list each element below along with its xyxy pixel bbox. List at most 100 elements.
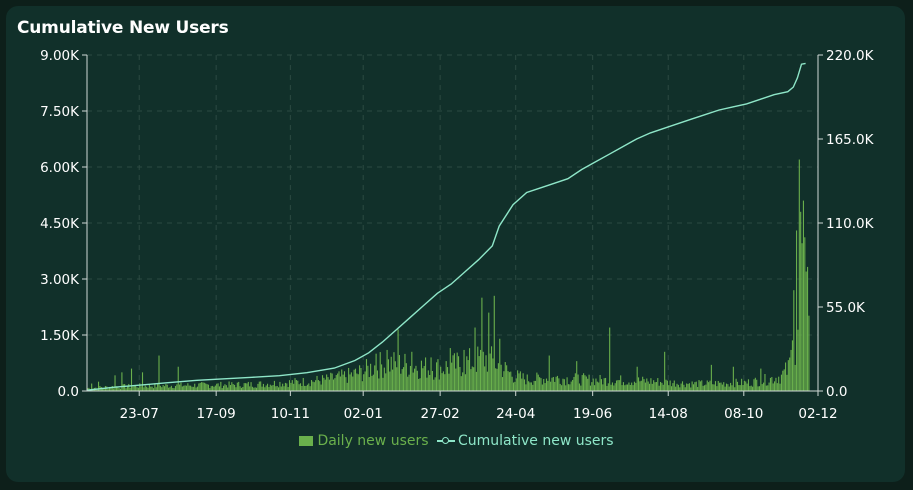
bar xyxy=(110,388,112,391)
bar xyxy=(728,386,730,391)
bar xyxy=(466,356,468,391)
bar xyxy=(370,363,372,391)
bar xyxy=(383,367,385,391)
bar xyxy=(786,374,788,391)
bar xyxy=(752,386,754,391)
bar xyxy=(499,338,501,391)
bar xyxy=(250,382,252,391)
legend-item-daily[interactable]: Daily new users xyxy=(299,433,429,449)
bar xyxy=(152,388,155,391)
bar xyxy=(256,387,258,391)
bar xyxy=(802,200,804,391)
bar xyxy=(225,385,227,391)
bar xyxy=(758,386,761,391)
bar xyxy=(126,386,128,391)
bar xyxy=(695,381,697,391)
x-tick-label: 27-02 xyxy=(421,406,460,422)
bar xyxy=(598,382,600,391)
bar xyxy=(743,380,745,391)
bar xyxy=(195,387,197,391)
bar xyxy=(565,385,567,391)
bar xyxy=(353,369,355,391)
bar xyxy=(651,383,653,391)
bar xyxy=(150,386,152,391)
legend-item-cumulative[interactable]: Cumulative new users xyxy=(436,433,614,449)
bar xyxy=(387,359,390,391)
bar xyxy=(430,357,432,391)
bar xyxy=(633,381,635,391)
bar xyxy=(425,357,427,391)
bar xyxy=(605,377,607,391)
bar xyxy=(690,387,692,391)
bar xyxy=(415,365,417,391)
bar xyxy=(328,379,330,391)
bar xyxy=(646,378,648,391)
legend-label-cumulative: Cumulative new users xyxy=(457,433,614,449)
bar xyxy=(401,369,403,391)
bar xyxy=(442,371,444,391)
bar xyxy=(385,373,387,391)
bar xyxy=(438,379,440,391)
bar xyxy=(647,381,649,391)
bar xyxy=(427,370,429,391)
bar xyxy=(301,386,303,391)
bar xyxy=(309,386,311,391)
bar xyxy=(761,384,763,391)
bar xyxy=(273,380,275,391)
bar xyxy=(295,380,297,391)
bar xyxy=(310,380,313,391)
bar xyxy=(657,378,659,391)
bar xyxy=(741,378,743,391)
bar xyxy=(140,386,142,391)
bar xyxy=(154,383,156,391)
bar xyxy=(159,385,161,391)
bar xyxy=(518,373,520,391)
bar xyxy=(168,387,170,391)
bar xyxy=(390,356,392,391)
bar xyxy=(457,356,460,391)
bar xyxy=(151,386,153,391)
bar xyxy=(631,382,633,391)
bar xyxy=(335,375,337,391)
bar xyxy=(207,384,210,391)
bar xyxy=(276,385,278,391)
bar xyxy=(177,366,179,391)
bar xyxy=(558,378,560,391)
bar xyxy=(376,370,379,391)
bar xyxy=(544,383,546,391)
bar xyxy=(339,376,341,391)
y-right-tick-label: 110.0K xyxy=(826,216,875,232)
bar xyxy=(479,349,482,391)
bar xyxy=(616,380,618,391)
bar xyxy=(724,386,726,391)
bar xyxy=(394,361,396,391)
bar xyxy=(422,368,424,391)
bar xyxy=(118,388,120,391)
bar xyxy=(709,380,711,391)
bar xyxy=(607,383,609,391)
bar xyxy=(765,385,767,391)
bar xyxy=(686,383,688,391)
bar xyxy=(742,385,744,391)
y-right-tick-label: 55.0K xyxy=(826,300,866,316)
bar xyxy=(772,383,774,391)
bar xyxy=(258,381,260,391)
bar xyxy=(315,380,317,391)
bar xyxy=(111,385,113,391)
bar xyxy=(228,381,230,391)
bar xyxy=(554,381,556,391)
bar xyxy=(389,371,391,391)
bar xyxy=(216,383,218,391)
bar xyxy=(247,381,249,391)
bar xyxy=(217,383,219,391)
bar xyxy=(231,382,233,391)
bar xyxy=(119,388,122,391)
bar xyxy=(135,385,137,391)
bar-swatch-icon xyxy=(299,436,314,446)
bar xyxy=(185,385,188,391)
bar xyxy=(716,386,718,391)
bar xyxy=(648,383,651,391)
bar xyxy=(460,376,462,391)
chart-title: Cumulative New Users xyxy=(17,18,229,38)
bar xyxy=(227,387,229,391)
